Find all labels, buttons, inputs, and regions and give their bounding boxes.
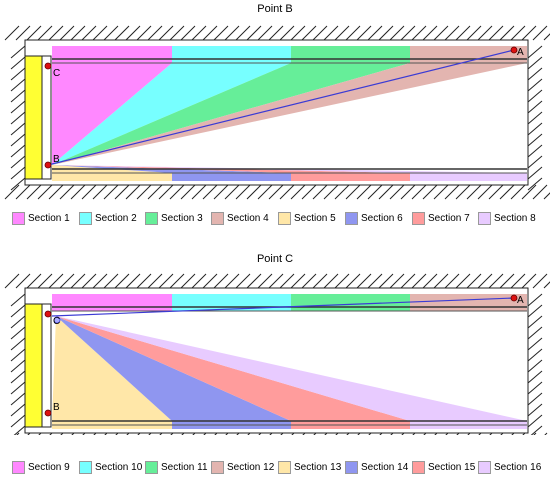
point-a — [510, 294, 518, 302]
section-1-strip — [52, 46, 172, 63]
legend-swatch — [145, 211, 158, 225]
section-13-fan — [52, 316, 172, 421]
legend-item: Section 14 — [345, 460, 408, 474]
panel-title-point-c: Point C — [256, 253, 294, 265]
wall-post — [41, 55, 52, 180]
legend-item: Section 13 — [278, 460, 341, 474]
legend-swatch — [211, 460, 224, 474]
legend-swatch — [345, 211, 358, 225]
legend-swatch — [79, 460, 92, 474]
section-6-strip — [172, 173, 291, 181]
section-5-strip — [52, 173, 172, 181]
legend-swatch — [478, 460, 491, 474]
legend-label: Section 12 — [227, 461, 275, 473]
legend-swatch — [412, 211, 425, 225]
point-c-offset — [53, 316, 61, 324]
cable-line — [51, 297, 515, 317]
legend-item: Section 1 — [12, 211, 70, 225]
legend-label: Section 7 — [428, 212, 470, 224]
legend-swatch — [278, 460, 291, 474]
legend-label: Section 9 — [28, 461, 70, 473]
legend-label: Section 15 — [428, 461, 476, 473]
legend-label: Section 11 — [161, 461, 208, 473]
hatch-ground — [4, 273, 550, 435]
label-c: C — [53, 316, 60, 327]
legend-swatch — [278, 211, 291, 225]
legend-label: Section 1 — [28, 212, 70, 224]
cable-line — [47, 49, 515, 166]
label-c: C — [53, 68, 60, 79]
legend-item: Section 4 — [211, 211, 269, 225]
legend-swatch — [79, 211, 92, 225]
legend-label: Section 6 — [361, 212, 403, 224]
legend-label: Section 16 — [494, 461, 542, 473]
section-3-strip — [291, 46, 410, 63]
legend-item: Section 10 — [79, 460, 142, 474]
legend-label: Section 4 — [227, 212, 269, 224]
legend-item: Section 8 — [478, 211, 536, 225]
wall — [24, 303, 43, 428]
legend-item: Section 16 — [478, 460, 541, 474]
legend-swatch — [478, 211, 491, 225]
legend-point-b: Section 1 Section 2 Section 3 Section 4 Sect… — [0, 211, 550, 227]
legend-swatch — [12, 211, 25, 225]
legend-swatch — [345, 460, 358, 474]
section-16-fan — [56, 316, 527, 421]
legend-item: Section 5 — [278, 211, 336, 225]
legend-item: Section 3 — [145, 211, 203, 225]
legend-label: Section 10 — [95, 461, 143, 473]
section-12-strip — [410, 294, 527, 311]
point-b — [44, 409, 52, 417]
legend-swatch — [412, 460, 425, 474]
legend-swatch — [145, 460, 158, 474]
legend-item: Section 7 — [412, 211, 470, 225]
legend-label: Section 3 — [161, 212, 203, 224]
point-c — [44, 310, 52, 318]
point-a — [510, 46, 518, 54]
label-b: B — [53, 154, 60, 165]
legend-swatch — [12, 460, 25, 474]
section-2-strip — [172, 46, 291, 63]
point-b — [44, 161, 52, 169]
panel-title-point-b: Point B — [257, 3, 293, 15]
legend-item: Section 2 — [79, 211, 137, 225]
legend-label: Section 14 — [361, 461, 409, 473]
legend-point-c: Section 9 Section 10 Section 11 Section 12 S… — [0, 460, 550, 476]
section-9-strip — [52, 294, 172, 311]
legend-label: Section 5 — [294, 212, 336, 224]
diagram-point-c: A C B — [4, 273, 550, 435]
legend-item: Section 11 — [145, 460, 208, 474]
legend-label: Section 8 — [494, 212, 536, 224]
wall-post — [41, 303, 52, 428]
hatch-ground — [4, 25, 550, 200]
diagram-point-b: A C B — [4, 25, 550, 200]
label-a: A — [517, 47, 524, 58]
legend-item: Section 6 — [345, 211, 403, 225]
legend-label: Section 13 — [294, 461, 342, 473]
point-c — [44, 62, 52, 70]
legend-item: Section 15 — [412, 460, 475, 474]
legend-item: Section 12 — [211, 460, 274, 474]
legend-item: Section 9 — [12, 460, 70, 474]
legend-label: Section 2 — [95, 212, 137, 224]
wall — [24, 55, 43, 180]
legend-swatch — [211, 211, 224, 225]
section-8-strip — [410, 173, 527, 181]
label-b: B — [53, 402, 60, 413]
label-a: A — [517, 295, 524, 306]
section-4-strip — [410, 46, 527, 63]
section-7-strip — [291, 173, 410, 181]
section-4-fan — [52, 63, 527, 165]
